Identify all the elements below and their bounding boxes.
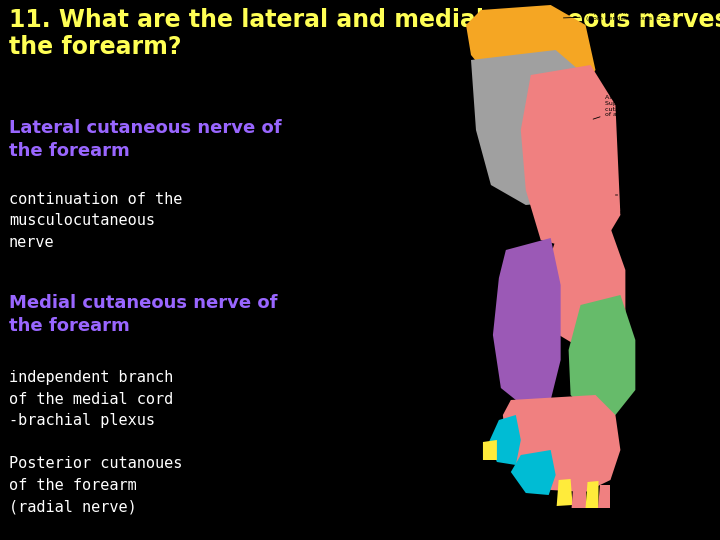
Text: Median nerve
Proper palmar
digital branches: Median nerve Proper palmar digital branc… bbox=[603, 488, 676, 504]
Polygon shape bbox=[521, 65, 621, 248]
Polygon shape bbox=[489, 415, 521, 465]
Text: Radial nerve
Posterior cutaneous
nerve of arm (C5, 6, 7, 8)
Inferior lateral cut: Radial nerve Posterior cutaneous nerve o… bbox=[616, 175, 717, 215]
Polygon shape bbox=[557, 479, 572, 506]
Polygon shape bbox=[585, 481, 598, 508]
Text: independent branch
of the medial cord
-brachial plexus: independent branch of the medial cord -b… bbox=[9, 370, 174, 428]
Text: Medial cutaneous nerve of
the forearm: Medial cutaneous nerve of the forearm bbox=[9, 294, 277, 335]
Polygon shape bbox=[503, 395, 621, 492]
Text: Lateral cutaneous nerve of
the forearm: Lateral cutaneous nerve of the forearm bbox=[9, 119, 282, 160]
Text: the forearm?: the forearm? bbox=[9, 35, 181, 59]
Polygon shape bbox=[541, 228, 626, 345]
Polygon shape bbox=[511, 450, 556, 495]
Polygon shape bbox=[572, 479, 587, 508]
Polygon shape bbox=[598, 485, 611, 508]
Text: Radial nerve
Superficial branch
and dorsal digital
branches (C6, 7, 8): Radial nerve Superficial branch and dors… bbox=[615, 440, 685, 462]
Polygon shape bbox=[483, 440, 497, 460]
Polygon shape bbox=[466, 5, 595, 95]
Text: Intercostobrachial nerve (T2)
and medial cutaneous nerve
of arm (C8, T1, 2): Intercostobrachial nerve (T2) and medial… bbox=[421, 248, 513, 265]
Text: 11. What are the lateral and medial cutaneous nerves of: 11. What are the lateral and medial cuta… bbox=[9, 8, 720, 32]
Polygon shape bbox=[493, 238, 561, 408]
Text: Axillary nerve
Superior lateral
cutaneous nerve
of arm (C5, 6): Axillary nerve Superior lateral cutaneou… bbox=[593, 95, 659, 119]
Polygon shape bbox=[569, 295, 635, 415]
Text: Medial cutaneous nerve
of forearm (C8, T1): Medial cutaneous nerve of forearm (C8, T… bbox=[421, 335, 506, 351]
Polygon shape bbox=[471, 50, 595, 205]
Text: continuation of the
musculocutaneous
nerve: continuation of the musculocutaneous ner… bbox=[9, 192, 182, 250]
Text: Lateral cutaneous nerve of forearm
(C5, 6 [7]), terminal part of
musculocutaneou: Lateral cutaneous nerve of forearm (C5, … bbox=[631, 350, 720, 367]
Text: Dorsal antebrachial and palmar digital
branches of forearm nerve (C5, T2): Dorsal antebrachial and palmar digital b… bbox=[421, 408, 543, 419]
Text: Note: Border variable between lateral and medial
innervation on dorsum of hand a: Note: Border variable between lateral an… bbox=[421, 518, 560, 535]
Text: Supraclavicular nerves
(from cervical plexus  C3, 4): Supraclavicular nerves (from cervical pl… bbox=[564, 10, 675, 21]
Text: Palmar - manual digital branches
ulnar nerve (C8, T1): Palmar - manual digital branches ulnar n… bbox=[421, 450, 526, 461]
Text: Posterior cutanoues
of the forearm
(radial nerve): Posterior cutanoues of the forearm (radi… bbox=[9, 456, 182, 515]
